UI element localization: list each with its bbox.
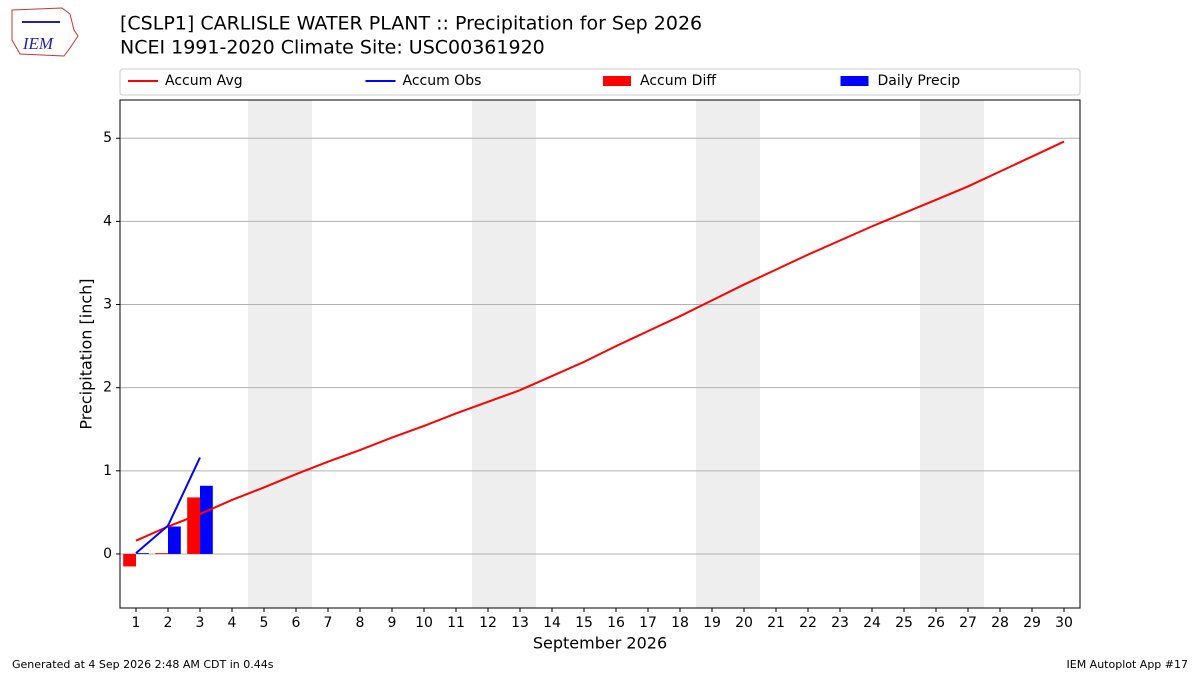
legend-swatch [840,76,869,86]
x-tick-label: 12 [479,615,497,631]
weekend-span [472,100,536,608]
x-tick-label: 16 [607,615,625,631]
legend-swatch [603,76,631,86]
bar [200,485,213,554]
footer-right: IEM Autoplot App #17 [1067,658,1189,671]
logo-outline [11,7,79,57]
x-tick-label: 5 [260,615,269,631]
x-tick-label: 1 [132,615,141,631]
logo: IEM [11,7,79,57]
x-tick-label: 8 [356,615,365,631]
x-tick-label: 25 [895,615,913,631]
x-tick-label: 30 [1055,615,1073,631]
x-tick-label: 17 [639,615,657,631]
x-tick-label: 6 [292,615,301,631]
y-tick-label: 4 [103,213,112,229]
bar [168,526,181,554]
bar [155,553,168,554]
x-tick-label: 7 [324,615,333,631]
legend-label: Accum Avg [165,73,243,89]
x-tick-label: 4 [228,615,237,631]
x-tick-label: 3 [196,615,205,631]
x-tick-label: 26 [927,615,945,631]
y-axis-label: Precipitation [inch] [77,278,96,429]
x-tick-label: 19 [703,615,721,631]
x-tick-label: 28 [991,615,1009,631]
bar [187,497,200,554]
footer-left: Generated at 4 Sep 2026 2:48 AM CDT in 0… [12,658,274,671]
weekend-span [248,100,312,608]
legend-frame [119,68,1081,96]
weekend-span [696,100,760,608]
x-tick-label: 27 [959,615,977,631]
logo-text: IEM [22,34,54,53]
legend-label: Accum Diff [640,73,716,89]
x-tick-label: 22 [799,615,817,631]
line [135,457,201,554]
x-tick-label: 21 [767,615,785,631]
x-tick-label: 13 [511,615,529,631]
legend-label: Daily Precip [878,73,961,89]
chart-subtitle: NCEI 1991-2020 Climate Site: USC00361920 [120,37,545,59]
legend-label: Accum Obs [403,73,482,89]
line [135,140,1065,542]
plot-frame [119,99,1081,609]
weekend-span [920,100,984,608]
x-tick-label: 14 [543,615,561,631]
y-tick-label: 2 [103,380,112,396]
x-tick-label: 15 [575,615,593,631]
bar [123,553,136,567]
x-tick-label: 29 [1023,615,1041,631]
x-tick-label: 24 [863,615,881,631]
x-tick-label: 20 [735,615,753,631]
x-tick-label: 11 [447,615,465,631]
legend: Accum Avg Accum Obs Accum Diff Daily Precip [119,68,1081,96]
bar [136,553,149,554]
x-tick-label: 18 [671,615,689,631]
x-tick-label: 9 [388,615,397,631]
x-tick-label: 23 [831,615,849,631]
y-tick-label: 1 [103,463,112,479]
x-tick-label: 10 [415,615,433,631]
chart-title: [CSLP1] CARLISLE WATER PLANT :: Precipit… [120,13,702,35]
x-axis-label: September 2026 [533,634,667,653]
y-tick-label: 0 [103,546,112,562]
x-tick-label: 2 [164,615,173,631]
y-tick-label: 5 [103,130,112,146]
y-tick-label: 3 [103,297,112,313]
